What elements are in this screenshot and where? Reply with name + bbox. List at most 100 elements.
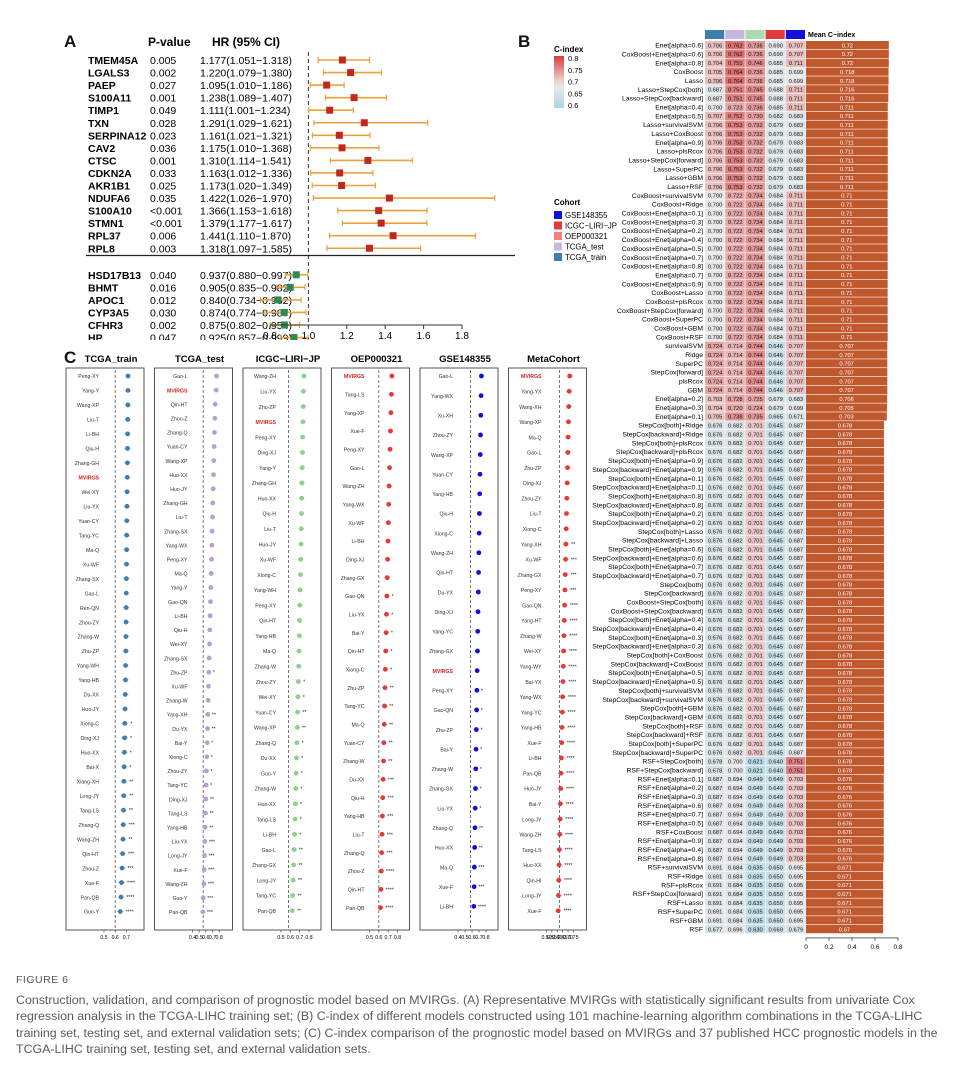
heat-cell (785, 818, 806, 828)
pvalue-cell: 0.001 (150, 93, 176, 105)
model-name: StepCox[backward]+RSF (627, 732, 704, 739)
heat-value: 0.645 (768, 742, 783, 748)
model-label: Zhang-W (255, 787, 276, 793)
heat-cell (765, 704, 786, 713)
heat-cell (765, 438, 786, 448)
heat-cell (785, 686, 806, 695)
hr-point (323, 81, 331, 89)
heat-value: 0.695 (789, 874, 804, 880)
mean-value: 0.678 (838, 477, 853, 483)
heat-cell (725, 695, 745, 704)
cindex-point (204, 754, 210, 760)
x-tick-label: 0.7 (385, 935, 392, 941)
heat-value: 0.700 (708, 238, 723, 244)
heat-value: 0.699 (789, 406, 804, 412)
mean-value: 0.676 (838, 812, 853, 818)
heat-cell (785, 615, 806, 624)
hr-point (336, 169, 344, 177)
heat-value: 0.711 (789, 282, 803, 288)
cindex-point (471, 903, 477, 909)
heat-value: 0.649 (748, 812, 763, 818)
model-label: Zhang-SX (76, 577, 100, 583)
heat-value: 0.676 (708, 424, 723, 430)
heat-value: 0.711 (789, 96, 803, 102)
heat-cell (785, 270, 806, 280)
model-label: Pan-QB (258, 909, 277, 915)
heat-value: 0.700 (708, 282, 723, 288)
heat-cell (745, 129, 765, 138)
heat-cell (785, 527, 806, 536)
mean-bar (806, 801, 884, 810)
mean-bar (806, 721, 884, 730)
cindex-point (205, 726, 210, 731)
heat-value: 0.695 (789, 883, 804, 889)
cindex-point (203, 810, 208, 816)
heat-value: 0.687 (789, 530, 804, 536)
gene-label: S100A11 (88, 93, 131, 105)
model-label: Zhang-Q (344, 851, 364, 857)
heat-value: 0.669 (768, 927, 783, 933)
hr-point (347, 69, 355, 77)
heat-value: 0.722 (728, 317, 743, 323)
heat-value: 0.687 (789, 441, 804, 447)
heat-cell (765, 421, 786, 430)
heat-value: 0.649 (768, 839, 783, 845)
model-label: Gao-L (527, 451, 542, 457)
cindex-point (118, 894, 124, 900)
model-label: Zhang-W (343, 759, 364, 765)
heat-value: 0.722 (728, 264, 743, 270)
model-label: Gao-L (350, 466, 365, 472)
heat-value: 0.714 (728, 370, 743, 376)
heat-cell (725, 111, 745, 120)
model-label: Wang-ZH (165, 882, 187, 888)
heat-value: 0.684 (728, 892, 743, 898)
plot-frame (154, 367, 233, 931)
mean-bar (806, 279, 888, 288)
heat-cell (785, 138, 806, 147)
heat-value: 0.694 (728, 839, 743, 845)
cindex-point (301, 373, 307, 379)
significance-label: * (390, 667, 392, 673)
model-label: Yang-HB (344, 814, 365, 820)
heat-cell (705, 429, 725, 439)
heat-cell (745, 465, 765, 474)
heat-value: 0.645 (768, 468, 783, 474)
heat-value: 0.724 (708, 353, 723, 359)
significance-label: *** (208, 882, 214, 888)
heat-cell (705, 571, 725, 580)
heat-cell (705, 235, 725, 244)
significance-label: ** (210, 811, 214, 817)
heat-cell (705, 606, 725, 615)
heat-cell (705, 483, 725, 492)
heat-value: 0.734 (748, 211, 763, 217)
heat-value: 0.682 (728, 698, 743, 704)
model-label: Yang-WH (77, 664, 99, 670)
model-name: CoxBoost+Enet[alpha=0.6] (622, 51, 703, 58)
mean-value: 0.678 (838, 724, 853, 730)
cindex-point (557, 847, 562, 853)
mean-value: 0.678 (838, 468, 853, 474)
heat-value: 0.732 (748, 185, 763, 191)
heat-cell (765, 102, 786, 112)
cohort-title: ICGC−LIRI−JP (256, 354, 321, 365)
heat-cell (725, 659, 745, 669)
cindex-legend-tick: 0.7 (568, 78, 578, 87)
model-name: Enet[alpha=0.4] (655, 104, 703, 111)
heat-cell (785, 262, 806, 271)
significance-label: *** (570, 588, 576, 594)
heat-cell (745, 359, 765, 368)
heat-value: 0.645 (768, 698, 783, 704)
mean-bar (806, 270, 888, 280)
heat-cell (725, 429, 745, 439)
mean-value: 0.718 (840, 79, 855, 85)
model-name: RSF+Enet[alpha=0.1] (638, 776, 703, 783)
heat-cell (725, 226, 745, 235)
cindex-point (561, 648, 567, 654)
significance-label: * (481, 688, 483, 694)
model-name: StepCox[backward]+Enet[alpha=0.4] (592, 626, 703, 633)
heat-cell (745, 120, 765, 129)
heat-cell (765, 306, 786, 315)
heat-value: 0.687 (789, 636, 804, 642)
model-label: Wang-ZH (342, 484, 364, 490)
model-name: StepCox[backward]+survivalSVM (602, 697, 703, 704)
